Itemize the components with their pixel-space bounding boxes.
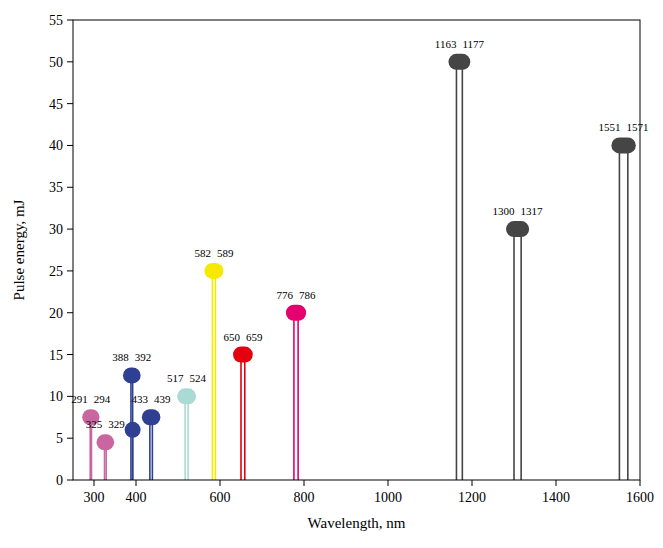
x-tick xyxy=(136,480,137,486)
y-tick-label: 15 xyxy=(49,348,63,363)
stem xyxy=(187,396,189,480)
head xyxy=(506,221,529,237)
y-tick-label: 55 xyxy=(49,13,63,28)
y-tick-label: 30 xyxy=(49,222,63,237)
x-tick xyxy=(556,480,557,486)
data-label: 291 xyxy=(71,393,88,405)
y-tick xyxy=(67,270,73,271)
stem xyxy=(520,229,522,480)
stem xyxy=(215,271,217,480)
data-label: 392 xyxy=(135,351,152,363)
stem xyxy=(184,396,186,480)
data-label: 582 xyxy=(194,247,211,259)
data-label: 439 xyxy=(154,393,171,405)
stem xyxy=(152,417,154,480)
head xyxy=(286,305,306,321)
head xyxy=(204,263,223,279)
y-tick-label: 5 xyxy=(56,431,63,446)
head xyxy=(142,409,161,425)
y-tick-label: 10 xyxy=(49,389,63,404)
head xyxy=(123,367,141,383)
y-tick-label: 0 xyxy=(56,473,63,488)
stem xyxy=(619,145,621,480)
x-axis-title: Wavelength, nm xyxy=(308,515,406,531)
y-tick xyxy=(67,145,73,146)
y-tick-label: 45 xyxy=(49,97,63,112)
y-tick-label: 40 xyxy=(49,138,63,153)
y-tick-label: 25 xyxy=(49,264,63,279)
x-tick-label: 1200 xyxy=(458,490,486,505)
data-label: 1571 xyxy=(627,121,649,133)
data-label: 1163 xyxy=(435,38,457,50)
data-label: 650 xyxy=(223,331,240,343)
data-label: 786 xyxy=(299,289,316,301)
x-tick-label: 1600 xyxy=(626,490,654,505)
chart: 0 5 10 15 20 25 30 35 40 45 50 55 300 400 600 800 1000 12… xyxy=(0,0,663,548)
x-tick-label: 1400 xyxy=(542,490,570,505)
y-tick-label: 50 xyxy=(49,55,63,70)
y-tick xyxy=(67,312,73,313)
y-tick-label: 35 xyxy=(49,180,63,195)
stem xyxy=(149,417,151,480)
stem xyxy=(240,355,242,480)
y-axis-title: Pulse energy, mJ xyxy=(11,199,27,300)
plot-area xyxy=(82,54,636,480)
stem xyxy=(513,229,515,480)
x-tick-label: 300 xyxy=(84,490,105,505)
x-tick-label: 800 xyxy=(294,490,315,505)
x-tick xyxy=(472,480,473,486)
stem xyxy=(293,313,295,480)
data-label: 294 xyxy=(94,393,111,405)
x-tick xyxy=(304,480,305,486)
head xyxy=(177,388,196,404)
y-tick xyxy=(67,438,73,439)
head xyxy=(448,54,470,70)
data-label: 1317 xyxy=(521,205,544,217)
head xyxy=(125,422,141,438)
data-label: 524 xyxy=(190,372,207,384)
stem xyxy=(297,313,299,480)
data-label: 329 xyxy=(108,418,125,430)
data-label: 517 xyxy=(167,372,184,384)
y-tick xyxy=(67,61,73,62)
y-tick xyxy=(67,187,73,188)
stem xyxy=(244,355,246,480)
x-tick xyxy=(640,480,641,486)
stem xyxy=(627,145,629,480)
stem xyxy=(212,271,214,480)
data-label: 1177 xyxy=(462,38,484,50)
y-tick xyxy=(67,354,73,355)
stem xyxy=(456,62,458,480)
x-tick xyxy=(94,480,95,486)
stem xyxy=(462,62,464,480)
data-label: 433 xyxy=(132,393,149,405)
data-label: 388 xyxy=(112,351,129,363)
data-label: 1551 xyxy=(599,121,621,133)
y-tick xyxy=(67,480,73,481)
data-label: 1300 xyxy=(493,205,516,217)
x-tick-label: 1000 xyxy=(374,490,402,505)
x-tick xyxy=(220,480,221,486)
head xyxy=(611,137,635,153)
y-tick xyxy=(67,103,73,104)
data-label: 659 xyxy=(246,331,263,343)
y-tick xyxy=(67,229,73,230)
x-tick xyxy=(388,480,389,486)
head xyxy=(233,347,253,363)
data-label: 776 xyxy=(277,289,294,301)
x-tick-label: 600 xyxy=(210,490,231,505)
y-tick xyxy=(67,20,73,21)
x-tick-label: 400 xyxy=(126,490,147,505)
data-label: 325 xyxy=(86,418,103,430)
frame xyxy=(73,20,640,480)
head xyxy=(97,434,115,450)
y-tick-label: 20 xyxy=(49,306,63,321)
data-labels: 291 294 325 329 388 392 433 439 517 524 582 589 650 6… xyxy=(71,38,648,431)
data-label: 589 xyxy=(217,247,234,259)
